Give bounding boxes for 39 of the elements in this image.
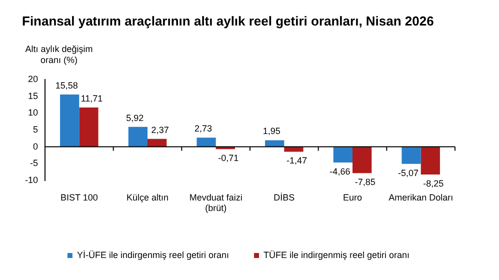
bar bbox=[402, 146, 421, 164]
data-label: -8,25 bbox=[423, 178, 444, 189]
bar bbox=[333, 146, 352, 162]
data-label: 2,73 bbox=[194, 124, 212, 134]
bar bbox=[196, 138, 216, 147]
x-tick-label: Amerikan Doları bbox=[388, 192, 454, 202]
data-label: -4,66 bbox=[330, 166, 350, 176]
data-label: 5,92 bbox=[126, 112, 144, 123]
x-tick-label: BIST 100 bbox=[60, 192, 98, 202]
data-label: 15,58 bbox=[55, 80, 78, 90]
data-label: -5,07 bbox=[398, 168, 419, 178]
x-tick-label: Mevduat faizi (brüt) bbox=[189, 192, 242, 214]
x-tick-label: DİBS bbox=[274, 192, 295, 202]
y-tick-label: 10 bbox=[28, 108, 38, 118]
data-label: -0,71 bbox=[218, 153, 239, 164]
legend-label: TÜFE ile indirgenmiş reel getiri oranı bbox=[264, 250, 410, 260]
x-tick-label: Euro bbox=[342, 192, 362, 202]
y-tick-label: -5 bbox=[30, 158, 38, 168]
bar bbox=[352, 146, 372, 174]
bar bbox=[79, 107, 98, 147]
data-label: 1,95 bbox=[262, 126, 280, 136]
bar bbox=[420, 146, 440, 175]
y-tick-label: 15 bbox=[28, 90, 38, 101]
bar bbox=[60, 94, 80, 147]
y-tick-label: -10 bbox=[24, 174, 38, 185]
data-label: 11,71 bbox=[80, 93, 103, 104]
y-axis-title: Altı aylık değişim oranı (%) bbox=[24, 44, 94, 66]
chart-title: Finansal yatırım araçlarının altı aylık reel getiri oranları, Nisan 2026 bbox=[22, 13, 434, 28]
data-label: -1,47 bbox=[286, 156, 307, 166]
data-label: 2,37 bbox=[151, 124, 169, 135]
bar bbox=[265, 140, 284, 147]
y-tick-label: 20 bbox=[28, 74, 38, 84]
bar bbox=[128, 126, 148, 147]
data-label: -7,85 bbox=[354, 177, 376, 188]
y-tick-label: 5 bbox=[32, 124, 38, 134]
y-tick-label: 0 bbox=[32, 141, 38, 152]
legend-label: Yİ-ÜFE ile indirgenmiş reel getiri oranı bbox=[76, 250, 230, 260]
x-tick-label: Külçe altın bbox=[126, 192, 169, 202]
bar bbox=[148, 138, 167, 147]
